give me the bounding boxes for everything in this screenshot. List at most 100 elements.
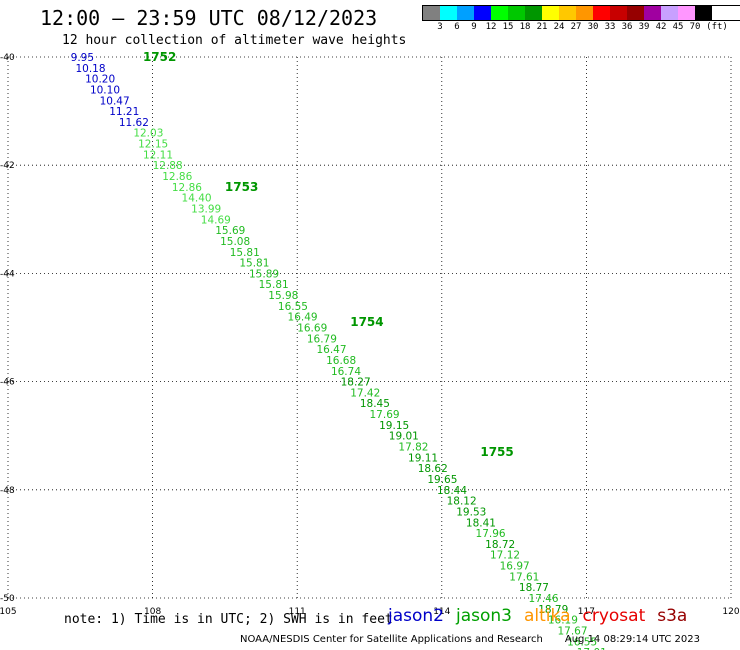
swh-point-label: 12.11 [143,149,173,161]
scale-swatch [457,6,474,20]
swh-point-label: 17.82 [398,442,428,454]
y-tick-label: -42 [0,161,15,171]
swh-point-label: 18.27 [341,377,371,389]
swh-point-label: 19.01 [389,431,419,443]
swh-point-label: 18.62 [418,463,448,475]
swh-point-label: 19.65 [427,474,457,486]
y-tick-label: -40 [0,53,15,63]
swh-point-label: 18.45 [360,398,390,410]
legend-item-s3a: s3a [657,606,688,626]
swh-point-label: 16.69 [297,323,327,335]
x-tick-label: 120 [722,607,739,617]
swh-point-label: 19.53 [456,506,486,518]
swh-point-label: 16.47 [316,344,346,356]
scale-label: 9 [471,22,477,32]
swh-point-label: 16.55 [567,636,597,648]
swh-point-label: 12.03 [133,128,163,140]
swh-point-label: 17.67 [557,625,587,637]
swh-point-label: 10.20 [85,74,115,86]
swh-point-label: 14.69 [201,214,231,226]
x-tick-label: 108 [144,607,161,617]
scale-label: 39 [638,22,650,32]
scale-swatch [678,6,695,20]
scale-label: 21 [536,22,548,32]
x-tick-label: 117 [578,607,595,617]
scale-label: 70 [689,22,701,32]
note-text: note: 1) Time is in UTC; 2) SWH is in fe… [64,612,393,627]
swh-point-label: 16.97 [500,561,530,573]
swh-point-label: 16.74 [331,366,361,378]
swh-point-label: 16.19 [548,615,578,627]
scale-label: 30 [587,22,599,32]
swh-point-label: 16.55 [278,301,308,313]
swh-point-label: 15.08 [220,236,250,248]
scale-label: 12 [485,22,497,32]
scale-swatch [610,6,627,20]
y-tick-label: -48 [0,486,15,496]
swh-point-label: 17.46 [529,593,559,605]
scale-swatch [593,6,610,20]
scale-swatch [542,6,559,20]
scale-swatch [627,6,644,20]
time-marker: 1753 [225,180,258,194]
swh-point-label: 12.86 [172,182,202,194]
y-tick-label: -46 [0,378,15,388]
scale-label: 3 [437,22,443,32]
swh-point-label: 18.79 [538,604,568,616]
swh-point-label: 10.10 [90,84,120,96]
swh-point-label: 18.12 [447,496,477,508]
swh-point-label: 13.99 [191,203,221,215]
swh-point-label: 16.68 [326,355,356,367]
swh-point-label: 17.42 [350,387,380,399]
scale-unit: (ft) [706,22,728,32]
color-scale: 3 6 9 12 15 18 21 24 27 30 33 36 39 42 45 70 (ft) [422,5,740,35]
y-tick-label: -50 [0,594,15,604]
swh-point-label: 12.88 [153,160,183,172]
swh-point-label: 17.12 [490,550,520,562]
time-marker: 1752 [143,50,176,64]
footer-credit: NOAA/NESDIS Center for Satellite Applica… [240,634,543,645]
swh-point-label: 16.79 [307,333,337,345]
x-tick-label: 105 [0,607,17,617]
footer: NOAA/NESDIS Center for Satellite Applica… [240,634,700,645]
color-scale-swatches [422,5,740,21]
color-scale-labels: 3 6 9 12 15 18 21 24 27 30 33 36 39 42 45 70 (ft) [422,21,740,35]
scale-swatch [559,6,576,20]
scale-label: 18 [519,22,531,32]
scale-label: 6 [454,22,460,32]
scale-swatch [508,6,525,20]
swh-point-label: 16.49 [288,312,318,324]
swh-point-label: 19.15 [379,420,409,432]
scale-swatch [695,6,712,20]
scale-label: 45 [672,22,684,32]
scale-swatch [576,6,593,20]
swh-point-label: 12.15 [138,139,168,151]
swh-point-label: 14.40 [182,193,212,205]
swh-point-label: 10.47 [100,95,130,107]
swh-point-label: 15.81 [239,258,269,270]
swh-point-label: 15.89 [249,268,279,280]
swh-point-label: 9.95 [71,52,94,64]
footer-timestamp: Aug 14 08:29:14 UTC 2023 [564,634,701,645]
time-marker: 1754 [350,315,383,329]
swh-point-label: 11.21 [109,106,139,118]
time-marker: 1755 [480,445,513,459]
legend-item-jason3: jason3 [456,606,512,626]
swh-point-label: 18.44 [437,485,467,497]
legend-item-jason2: jason2 [388,606,444,626]
scale-swatch [491,6,508,20]
swh-point-label: 19.11 [408,452,438,464]
scale-label: 24 [553,22,565,32]
scale-swatch [644,6,661,20]
scale-swatch [440,6,457,20]
swh-point-label: 10.18 [75,63,105,75]
swh-point-label: 17.96 [476,528,506,540]
legend-item-cryosat: cryosat [582,606,646,626]
scale-swatch [525,6,542,20]
chart-subtitle: 12 hour collection of altimeter wave hei… [62,33,407,48]
swh-point-label: 12.86 [162,171,192,183]
chart-title: 12:00 – 23:59 UTC 08/12/2023 [40,6,378,30]
swh-point-label: 18.41 [466,517,496,529]
swh-point-label: 15.81 [230,247,260,259]
